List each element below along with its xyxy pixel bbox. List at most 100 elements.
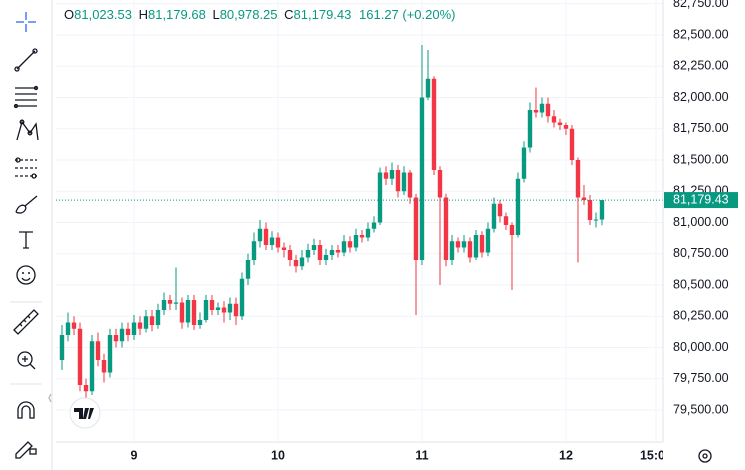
candle-body — [233, 303, 239, 317]
low-value: 80,978.25 — [220, 7, 278, 22]
candle-body — [389, 170, 395, 179]
candle-body — [575, 160, 581, 198]
candle-body — [497, 203, 503, 217]
candle-body — [425, 78, 431, 98]
brush-tool[interactable] — [15, 195, 38, 214]
candle-body — [107, 335, 113, 373]
candle-body — [269, 237, 275, 245]
y-tick-label: 80,500.00 — [673, 277, 729, 291]
text-tool[interactable] — [19, 231, 33, 249]
y-tick-label: 80,000.00 — [673, 340, 729, 354]
toolbar — [10, 12, 712, 463]
last-price-label: 81,179.43 — [673, 192, 729, 206]
y-tick-label: 82,500.00 — [673, 27, 729, 41]
trendline-tool[interactable] — [14, 48, 38, 72]
collapse-toolbar[interactable] — [48, 393, 52, 403]
candle-body — [77, 328, 83, 385]
candle-body — [293, 260, 299, 267]
candle-body — [149, 316, 155, 325]
candle-body — [203, 300, 209, 320]
magnet-tool[interactable] — [17, 401, 35, 419]
candle-body — [89, 341, 95, 392]
candle-body — [539, 103, 545, 113]
candle-body — [395, 170, 401, 192]
candle-body — [527, 110, 533, 148]
candle-body — [221, 307, 227, 313]
candle-body — [431, 78, 437, 170]
candle-body — [521, 147, 527, 179]
candle-body — [557, 122, 563, 125]
y-tick-label: 81,500.00 — [673, 152, 729, 166]
x-tick-label: 10 — [271, 448, 285, 462]
candle-body — [59, 335, 65, 360]
x-tick-label: 9 — [131, 448, 138, 462]
candle-body — [323, 255, 329, 260]
ruler-tool[interactable] — [13, 309, 39, 335]
candle-body — [275, 237, 281, 248]
candle-body — [533, 110, 539, 113]
candle-body — [101, 360, 107, 373]
candle-body — [185, 300, 191, 323]
settings-button[interactable] — [698, 449, 712, 463]
candle-body — [479, 235, 485, 253]
emoji-tool[interactable] — [16, 265, 36, 285]
candle-body — [191, 300, 197, 325]
y-tick-label: 79,500.00 — [673, 402, 729, 416]
change-value: 161.27 (+0.20%) — [359, 7, 455, 22]
zoom-tool[interactable] — [17, 351, 36, 370]
x-tick-label: 15:00 — [640, 448, 672, 462]
ohlc-header: O81,023.53 H81,179.68 L80,978.25 C81,179… — [64, 7, 456, 22]
candle-body — [173, 302, 179, 304]
candle-body — [215, 307, 221, 310]
candle-body — [443, 197, 449, 260]
candles — [56, 45, 663, 403]
crosshair-tool[interactable] — [16, 12, 36, 32]
candle-body — [377, 172, 383, 223]
candle-body — [341, 241, 347, 253]
candle-body — [491, 203, 497, 229]
open-value: 81,023.53 — [74, 7, 132, 22]
candle-body — [347, 241, 353, 248]
logo[interactable] — [69, 397, 101, 429]
time-axis: 9 10 11 12 15:00 — [131, 448, 672, 462]
candle-body — [119, 328, 125, 342]
candle-body — [155, 310, 161, 325]
candle-body — [287, 250, 293, 260]
candle-body — [305, 250, 311, 258]
candle-body — [113, 335, 119, 342]
candle-body — [515, 178, 521, 235]
close-key: C — [284, 7, 293, 22]
candle-body — [599, 200, 605, 220]
fib-tool[interactable] — [13, 85, 39, 109]
candle-body — [179, 302, 185, 323]
high-value: 81,179.68 — [148, 7, 206, 22]
candle-body — [407, 172, 413, 198]
y-tick-label: 82,750.00 — [673, 0, 729, 10]
candle-body — [239, 278, 245, 317]
candle-body — [455, 241, 461, 248]
last-price-tag — [664, 192, 738, 209]
grid — [56, 0, 663, 442]
high-key: H — [139, 7, 148, 22]
candle-body — [473, 235, 479, 258]
pattern-tool[interactable] — [16, 119, 39, 141]
open-key: O — [64, 7, 74, 22]
low-key: L — [212, 7, 219, 22]
candle-body — [503, 216, 509, 225]
candle-body — [569, 128, 575, 160]
candle-body — [137, 322, 143, 329]
candle-body — [167, 300, 173, 304]
candle-body — [83, 385, 89, 392]
candle-body — [209, 300, 215, 310]
candle-body — [245, 260, 251, 279]
candle-body — [485, 228, 491, 253]
candle-body — [461, 241, 467, 248]
candle-body — [263, 228, 269, 245]
candle-body — [359, 235, 365, 238]
lock-tool[interactable] — [15, 441, 37, 459]
prediction-tool[interactable] — [15, 157, 37, 179]
candle-body — [71, 322, 77, 329]
candle-body — [509, 225, 515, 235]
